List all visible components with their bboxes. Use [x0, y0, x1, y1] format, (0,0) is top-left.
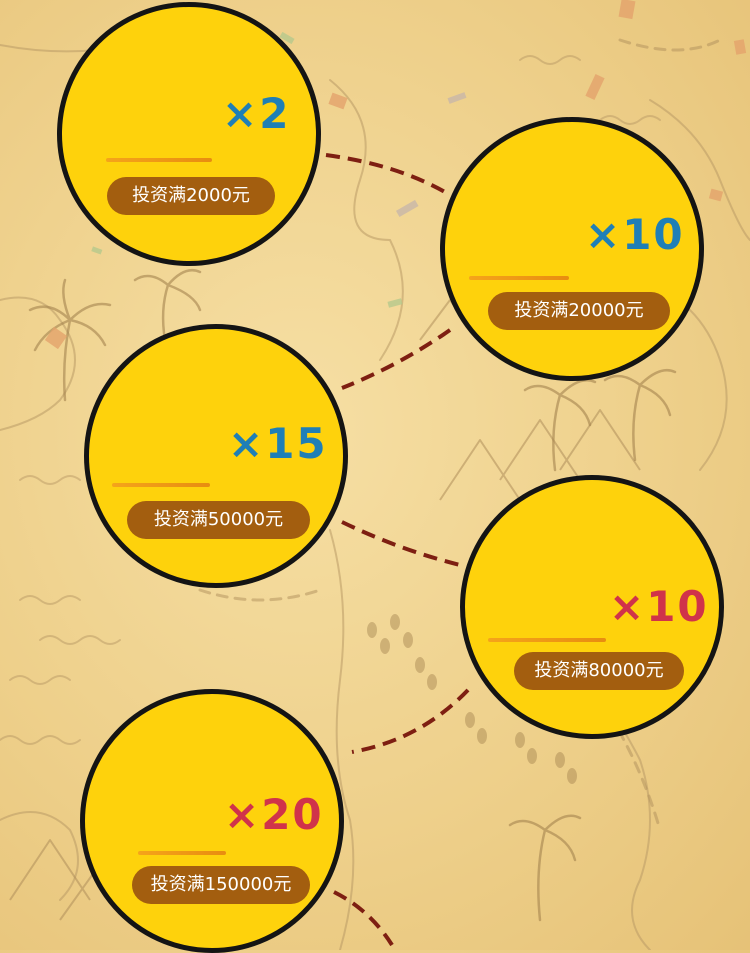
multiplier-label: ×2: [222, 89, 291, 138]
multiplier-label: ×10: [585, 210, 685, 259]
investment-condition: 投资满2000元: [107, 177, 275, 215]
investment-condition: 投资满80000元: [514, 652, 684, 690]
progress-bar: [488, 638, 606, 642]
investment-condition: 投资满50000元: [127, 501, 310, 539]
reward-node-20000: ×10 投资满20000元: [440, 117, 704, 381]
reward-node-50000: ×15 投资满50000元: [84, 324, 348, 588]
investment-condition: 投资满150000元: [132, 866, 310, 904]
progress-bar: [469, 276, 569, 280]
progress-bar: [138, 851, 226, 855]
multiplier-label: ×15: [228, 419, 328, 468]
reward-node-2000: ×2 投资满2000元: [57, 2, 321, 266]
reward-node-150000: ×20 投资满150000元: [80, 689, 344, 953]
reward-node-80000: ×10 投资满80000元: [460, 475, 724, 739]
multiplier-label: ×20: [224, 790, 324, 839]
multiplier-label: ×10: [609, 582, 709, 631]
progress-bar: [106, 158, 212, 162]
progress-bar: [112, 483, 210, 487]
investment-condition: 投资满20000元: [488, 292, 670, 330]
